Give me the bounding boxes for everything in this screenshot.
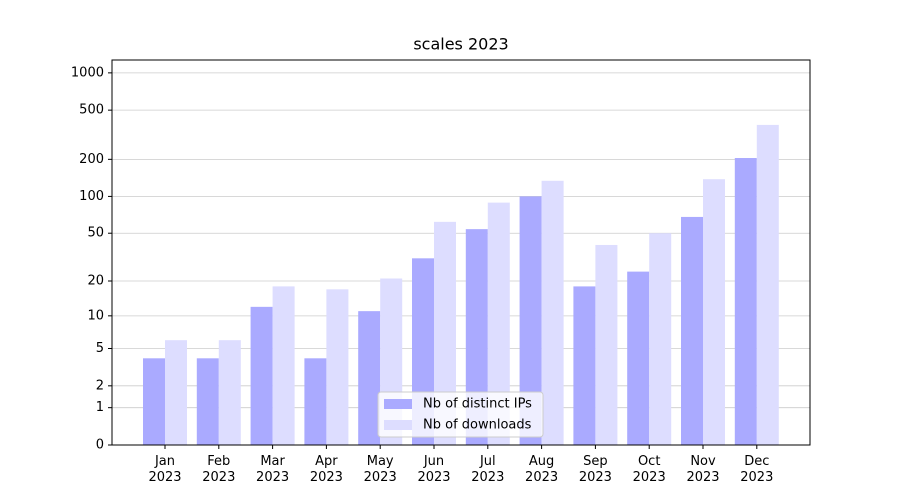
bar — [487, 202, 510, 445]
bar — [734, 158, 757, 445]
y-tick-label: 100 — [79, 189, 104, 204]
bar — [143, 358, 165, 445]
legend-swatch — [384, 399, 412, 409]
bar — [681, 216, 703, 445]
x-tick-label: Feb 2023 — [202, 454, 235, 485]
x-tick-label-line: 2023 — [148, 470, 181, 485]
legend-label: Nb of downloads — [423, 418, 532, 433]
bar — [304, 358, 327, 445]
chart-title: scales 2023 — [413, 35, 508, 54]
bar — [272, 286, 295, 445]
bar — [756, 124, 779, 446]
y-tick-label: 1000 — [71, 65, 104, 80]
x-tick-label-line: 2023 — [633, 470, 666, 485]
x-tick-label-line: Nov — [690, 454, 716, 469]
x-tick-label-line: 2023 — [686, 470, 719, 485]
bar — [703, 179, 725, 445]
x-tick-label-line: Sep — [583, 454, 608, 469]
x-tick-label-line: Feb — [207, 454, 230, 469]
y-tick-label: 1 — [96, 400, 104, 415]
bar — [541, 180, 564, 445]
bar — [434, 221, 456, 445]
x-tick-label-line: Jun — [423, 454, 444, 469]
x-tick-label: Jun 2023 — [417, 454, 450, 485]
y-tick-label: 20 — [87, 274, 104, 289]
bar — [218, 340, 241, 445]
x-tick-label-line: 2023 — [579, 470, 612, 485]
x-tick-label-line: 2023 — [740, 470, 773, 485]
bar — [573, 286, 596, 445]
bar — [165, 340, 187, 445]
x-tick-label-line: 2023 — [471, 470, 504, 485]
legend-box — [377, 391, 544, 438]
x-tick-label-line: Mar — [260, 454, 285, 469]
y-tick-label: 0 — [96, 438, 104, 453]
x-tick-label-line: Jan — [154, 454, 175, 469]
bar — [196, 358, 219, 445]
x-tick-label: Mar 2023 — [256, 454, 289, 485]
y-tick-label: 500 — [79, 103, 104, 118]
y-tick-label: 50 — [87, 226, 104, 241]
x-tick-label-line: 2023 — [417, 470, 450, 485]
x-tick-label-line: Dec — [744, 454, 769, 469]
x-tick-label: May 2023 — [364, 454, 397, 485]
bar — [649, 233, 672, 445]
bar — [519, 196, 542, 445]
x-tick-label: Apr 2023 — [310, 454, 343, 485]
bar — [627, 271, 650, 445]
legend-label: Nb of distinct IPs — [423, 397, 532, 412]
plot-frame — [111, 59, 811, 446]
x-tick-label: Sep 2023 — [579, 454, 612, 485]
x-tick-label-line: May — [367, 454, 394, 469]
x-tick-label-line: 2023 — [525, 470, 558, 485]
bar — [465, 229, 488, 445]
x-tick-label-line: 2023 — [364, 470, 397, 485]
x-tick-label: Aug 2023 — [525, 454, 558, 485]
x-tick-label: Jan 2023 — [148, 454, 181, 485]
bar — [358, 311, 381, 445]
y-tick-label: 5 — [96, 341, 104, 356]
x-tick-label-line: 2023 — [256, 470, 289, 485]
x-tick-label-line: 2023 — [202, 470, 235, 485]
x-tick-label: Dec 2023 — [740, 454, 773, 485]
x-tick-label-line: Aug — [529, 454, 554, 469]
bar — [595, 244, 618, 445]
y-tick-label: 10 — [87, 308, 104, 323]
x-tick-label-line: Apr — [315, 454, 338, 469]
x-tick-label-line: Oct — [638, 454, 660, 469]
legend-swatch — [384, 420, 412, 430]
x-tick-label: Jul 2023 — [471, 454, 504, 485]
x-tick-label-line: 2023 — [310, 470, 343, 485]
x-tick-label: Oct 2023 — [633, 454, 666, 485]
x-tick-label: Nov 2023 — [686, 454, 719, 485]
y-tick-label: 2 — [96, 378, 104, 393]
bar — [250, 306, 273, 445]
x-tick-label-line: Jul — [479, 454, 496, 469]
bar — [326, 289, 349, 445]
y-tick-label: 200 — [79, 152, 104, 167]
